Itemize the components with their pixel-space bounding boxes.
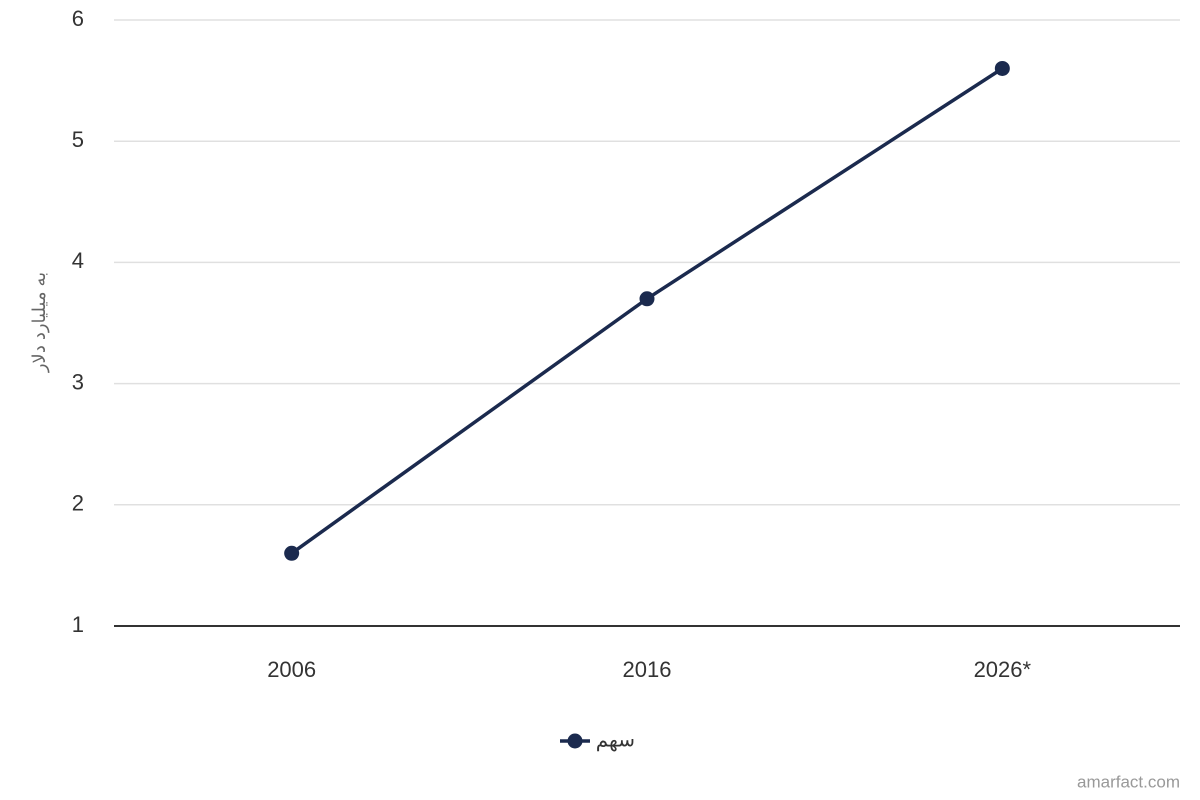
x-tick-label: 2016 — [623, 657, 672, 682]
y-tick-label: 2 — [72, 491, 84, 516]
legend-marker — [567, 733, 583, 749]
y-tick-label: 5 — [72, 127, 84, 152]
legend-label: سهم — [596, 729, 635, 751]
x-tick-label: 2026* — [974, 657, 1032, 682]
y-tick-label: 6 — [72, 6, 84, 31]
y-tick-label: 1 — [72, 612, 84, 637]
y-tick-label: 4 — [72, 248, 84, 273]
source: amarfact.com — [1077, 772, 1180, 791]
data-point — [284, 545, 300, 561]
data-point — [994, 60, 1010, 76]
y-tick-label: 3 — [72, 369, 84, 394]
x-tick-label: 2006 — [267, 657, 316, 682]
data-point — [639, 291, 655, 307]
y-axis-label: به میلیارد دلار — [29, 272, 49, 373]
